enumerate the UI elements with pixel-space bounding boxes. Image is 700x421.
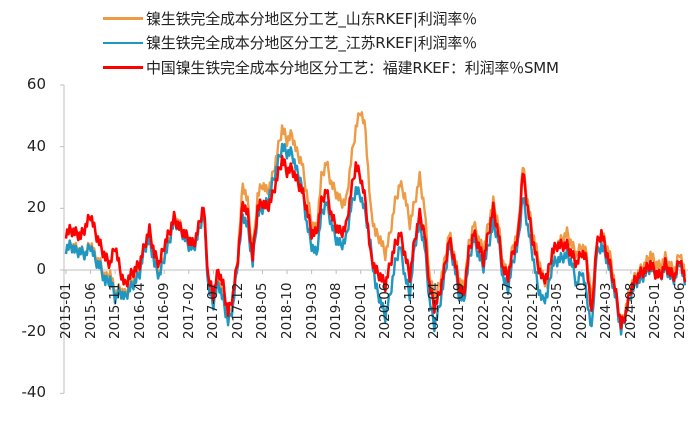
x-tick-label: 2025-01 xyxy=(647,282,664,339)
legend-swatch-fujian xyxy=(103,66,143,69)
chart-axes xyxy=(60,84,688,394)
x-tick-label: 2025-06 xyxy=(672,282,688,339)
x-tick-label: 2017-07 xyxy=(205,282,222,339)
y-tick-label: 60 xyxy=(26,75,46,93)
x-tick-label: 2021-09 xyxy=(450,282,467,339)
legend-label-jiangsu: 镍生铁完全成本分地区分工艺_江苏RKEF|利润率％ xyxy=(146,34,477,53)
legend-item-fujian: 中国镍生铁完全成本分地区分工艺：福建RKEF：利润率％SMM xyxy=(103,55,559,80)
y-tick-label: 0 xyxy=(36,260,46,278)
x-tick-label: 2018-10 xyxy=(279,282,296,339)
y-tick-label: -40 xyxy=(21,383,47,402)
x-tick-label: 2022-12 xyxy=(524,282,541,339)
y-tick-label: -20 xyxy=(21,321,47,340)
series-fujian-line xyxy=(64,154,687,330)
x-tick-label: 2021-04 xyxy=(426,282,443,339)
x-tick-label: 2024-08 xyxy=(622,282,639,339)
x-tick-label: 2019-03 xyxy=(303,282,320,339)
chart-legend: 镍生铁完全成本分地区分工艺_山东RKEF|利润率％ 镍生铁完全成本分地区分工艺_… xyxy=(103,6,559,80)
x-tick-label: 2017-12 xyxy=(229,282,246,339)
x-tick-label: 2016-04 xyxy=(131,282,148,339)
x-tick-label: 2020-06 xyxy=(377,282,394,339)
legend-swatch-shandong xyxy=(103,17,143,20)
x-tick-label: 2017-02 xyxy=(180,282,197,339)
x-tick-label: 2022-07 xyxy=(500,282,517,339)
x-tick-label: 2024-03 xyxy=(598,282,615,339)
x-tick-label: 2023-05 xyxy=(549,282,566,339)
series-jiangsu-line xyxy=(64,142,687,336)
legend-swatch-jiangsu xyxy=(103,41,143,44)
x-tick-label: 2020-11 xyxy=(401,282,418,339)
x-tick-label: 2022-02 xyxy=(475,282,492,339)
x-tick-label: 2016-09 xyxy=(156,282,173,339)
x-tick-label: 2023-10 xyxy=(573,282,590,339)
chart-lines xyxy=(64,111,687,336)
x-tick-label: 2015-01 xyxy=(58,282,74,339)
legend-label-shandong: 镍生铁完全成本分地区分工艺_山东RKEF|利润率％ xyxy=(146,9,477,28)
y-tick-label: 20 xyxy=(26,198,46,217)
x-tick-label: 2020-01 xyxy=(352,282,369,339)
x-tick-label: 2015-06 xyxy=(82,282,99,339)
x-tick-label: 2015-11 xyxy=(107,282,124,339)
y-tick-label: 40 xyxy=(26,136,46,155)
legend-item-jiangsu: 镍生铁完全成本分地区分工艺_江苏RKEF|利润率％ xyxy=(103,31,559,56)
x-tick-label: 2019-08 xyxy=(328,282,345,339)
x-tick-label: 2018-05 xyxy=(254,282,271,339)
legend-label-fujian: 中国镍生铁完全成本分地区分工艺：福建RKEF：利润率％SMM xyxy=(146,58,559,77)
legend-item-shandong: 镍生铁完全成本分地区分工艺_山东RKEF|利润率％ xyxy=(103,6,559,31)
